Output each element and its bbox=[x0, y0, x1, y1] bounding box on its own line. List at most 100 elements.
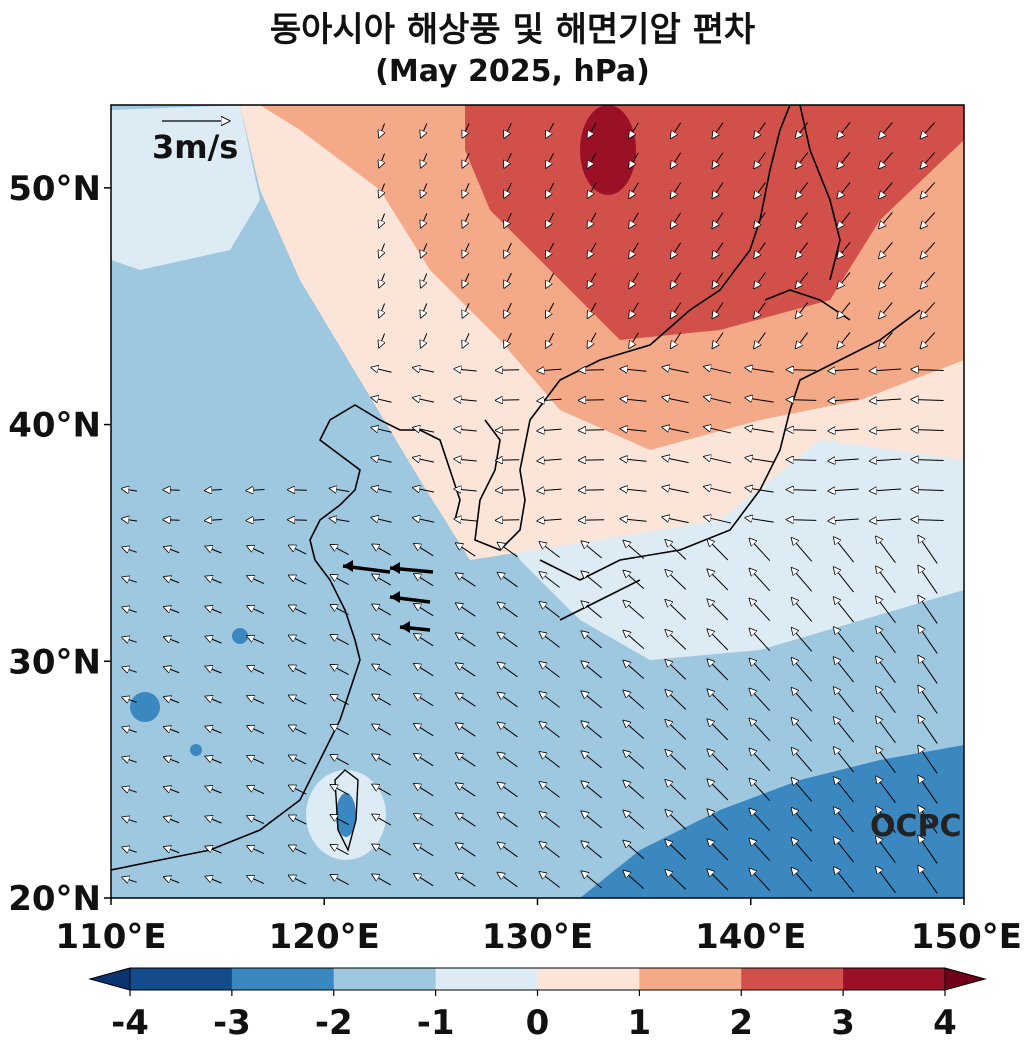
wind-vector bbox=[455, 399, 477, 401]
wind-vector bbox=[877, 657, 896, 684]
wind-vector bbox=[123, 698, 137, 703]
wind-vector bbox=[708, 720, 729, 741]
colorbar-tick-label: -4 bbox=[111, 1003, 149, 1043]
wind-vector bbox=[379, 303, 384, 317]
wind-vector bbox=[379, 273, 384, 287]
wind-vector bbox=[792, 599, 813, 622]
wind-vector bbox=[838, 272, 851, 287]
wind-vector bbox=[123, 728, 137, 733]
wind-vector bbox=[666, 541, 687, 560]
wind-vector bbox=[248, 636, 265, 645]
wind-vector bbox=[123, 848, 137, 853]
wind-vector bbox=[877, 777, 896, 804]
wind-vector bbox=[713, 152, 724, 168]
wind-vector bbox=[540, 603, 560, 618]
colorbar-bin bbox=[231, 968, 335, 990]
wind-vector bbox=[713, 122, 724, 138]
wind-vector bbox=[499, 633, 518, 648]
wind-vector bbox=[838, 152, 851, 167]
wind-vector bbox=[788, 400, 817, 401]
wind-vector bbox=[921, 242, 936, 257]
wind-vector bbox=[671, 152, 682, 168]
wind-vector bbox=[414, 488, 435, 492]
wind-vector bbox=[457, 814, 476, 827]
wind-vector bbox=[877, 807, 896, 834]
wind-vector bbox=[206, 519, 223, 520]
wind-vector bbox=[630, 272, 639, 287]
wind-vector bbox=[877, 627, 896, 654]
lon-axis: 110°E 120°E 130°E 140°E 150°E bbox=[55, 898, 1022, 957]
wind-vector bbox=[880, 302, 893, 317]
wind-vector bbox=[206, 787, 222, 794]
wind-vector bbox=[755, 332, 766, 348]
wind-vector bbox=[588, 122, 597, 137]
wind-vector bbox=[792, 809, 813, 832]
wind-vector bbox=[921, 272, 936, 287]
reference-vector-label: 3m/s bbox=[152, 128, 238, 166]
colorbar-bin bbox=[333, 968, 437, 990]
wind-vector bbox=[206, 847, 222, 854]
wind-vector bbox=[588, 302, 597, 317]
wind-vector bbox=[834, 658, 854, 683]
wind-vector bbox=[331, 635, 349, 646]
wind-vector bbox=[247, 519, 265, 520]
wind-vector bbox=[540, 573, 560, 588]
wind-vector bbox=[582, 812, 603, 829]
wind-vector bbox=[165, 607, 180, 614]
wind-vector bbox=[912, 459, 944, 460]
wind-vector bbox=[834, 748, 854, 773]
wind-vector bbox=[540, 753, 560, 768]
wind-vector bbox=[248, 846, 265, 855]
wind-vector bbox=[877, 747, 896, 774]
wind-vector bbox=[497, 520, 520, 521]
wind-vector bbox=[505, 242, 512, 257]
wind-vector bbox=[788, 430, 817, 431]
colorbar-tick-label: 2 bbox=[729, 1003, 753, 1043]
wind-vector bbox=[582, 572, 603, 589]
wind-vector bbox=[671, 182, 682, 198]
wind-vector bbox=[414, 518, 435, 522]
wind-vector bbox=[463, 153, 470, 166]
wind-vector bbox=[457, 724, 476, 737]
wind-vector bbox=[248, 606, 265, 615]
wind-vector bbox=[165, 547, 180, 554]
wind-vector bbox=[921, 302, 936, 317]
wind-vector bbox=[457, 604, 476, 617]
wind-vector bbox=[582, 692, 603, 709]
wind-vector bbox=[912, 429, 944, 430]
wind-vector bbox=[630, 212, 639, 227]
wind-vector bbox=[919, 867, 938, 894]
lon-tick-label: 130°E bbox=[482, 917, 593, 957]
wind-vector bbox=[540, 663, 560, 678]
wind-vector bbox=[871, 369, 902, 371]
wind-vector bbox=[666, 721, 687, 740]
wind-vector bbox=[290, 696, 307, 705]
wind-vector bbox=[708, 540, 729, 561]
wind-vector bbox=[540, 873, 560, 888]
wind-vector bbox=[750, 599, 771, 622]
wind-vector bbox=[796, 272, 809, 288]
wind-vector bbox=[880, 122, 893, 137]
wind-vector bbox=[630, 242, 639, 257]
colorbar-bin bbox=[537, 968, 640, 990]
wind-vector bbox=[630, 122, 639, 137]
wind-vector bbox=[546, 122, 555, 137]
wind-vector bbox=[373, 665, 392, 676]
wind-vector bbox=[331, 545, 349, 556]
wind-vector bbox=[705, 457, 732, 464]
wind-vector bbox=[499, 813, 518, 828]
wind-vector bbox=[788, 520, 817, 521]
wind-vector bbox=[713, 272, 724, 288]
wind-vector bbox=[414, 368, 435, 372]
wind-vector bbox=[457, 844, 476, 857]
wind-vector bbox=[165, 577, 180, 584]
wind-vector bbox=[624, 631, 645, 650]
wind-vector bbox=[206, 577, 222, 584]
ocpc-watermark: OCPC bbox=[870, 809, 962, 844]
wind-vector bbox=[919, 747, 938, 774]
wind-vector bbox=[624, 541, 645, 560]
wind-vector bbox=[457, 634, 476, 647]
wind-vector bbox=[123, 788, 137, 793]
wind-vector bbox=[921, 212, 936, 227]
wind-vector bbox=[165, 757, 180, 764]
